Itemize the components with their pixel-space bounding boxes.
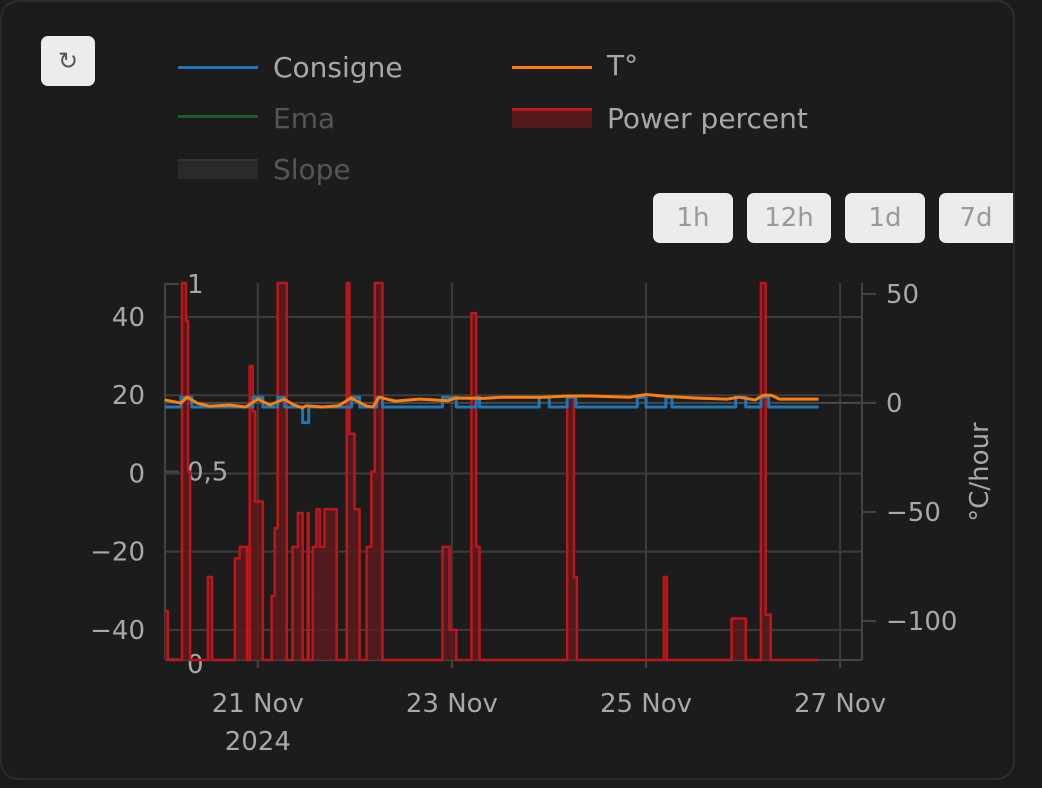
y-right-tick-label: −100 [886, 607, 957, 637]
y-right-axis-title: °C/hour [965, 422, 995, 522]
x-tick-sublabel: 2024 [225, 727, 291, 757]
legend-label: Power percent [607, 101, 808, 135]
legend-item-power-percent[interactable]: Power percent [512, 100, 808, 136]
y-left-tick-label: 20 [112, 381, 145, 411]
range-button-1h[interactable]: 1h [653, 193, 733, 243]
x-tick-label: 25 Nov [600, 689, 692, 719]
y-left-tick-label: 40 [112, 303, 145, 333]
series-line-t- [164, 392, 819, 410]
x-tick-label: 23 Nov [406, 689, 498, 719]
series-line-power-percent [164, 281, 819, 662]
x-tick-label: 27 Nov [794, 689, 886, 719]
legend-item-slope[interactable]: Slope [178, 151, 351, 187]
y-right-tick-label: 0 [886, 389, 903, 419]
range-button-1d[interactable]: 1d [845, 193, 925, 243]
refresh-icon: ↻ [57, 47, 79, 75]
range-button-12h[interactable]: 12h [747, 193, 831, 243]
refresh-button[interactable]: ↻ [41, 36, 95, 86]
range-button-7d[interactable]: 7d [939, 193, 1013, 243]
y-right-tick-label: 50 [886, 280, 919, 310]
power-tick-label: 0,5 [187, 458, 228, 488]
power-tick-label: 1 [187, 270, 204, 300]
y-right-tick-label: −50 [886, 498, 941, 528]
legend-line-swatch [512, 55, 592, 75]
legend-item-temperature[interactable]: T° [512, 47, 638, 83]
legend-label: Slope [273, 152, 351, 186]
legend-fill-swatch [512, 108, 592, 128]
chart-card [0, 0, 1015, 780]
series-fill-power-percent [164, 283, 819, 660]
y-left-tick-label: −40 [90, 616, 145, 646]
legend-line-swatch [178, 108, 258, 128]
y-left-tick-label: −20 [90, 538, 145, 568]
legend-line-swatch [178, 57, 258, 77]
legend-fill-swatch [178, 159, 258, 179]
x-tick-label: 21 Nov [212, 689, 304, 719]
legend-label: Ema [273, 101, 336, 135]
legend-item-ema[interactable]: Ema [178, 100, 335, 136]
legend-label: T° [607, 48, 639, 82]
legend-label: Consigne [273, 50, 403, 84]
legend-item-consigne[interactable]: Consigne [178, 49, 403, 85]
y-left-tick-label: 0 [128, 459, 145, 489]
